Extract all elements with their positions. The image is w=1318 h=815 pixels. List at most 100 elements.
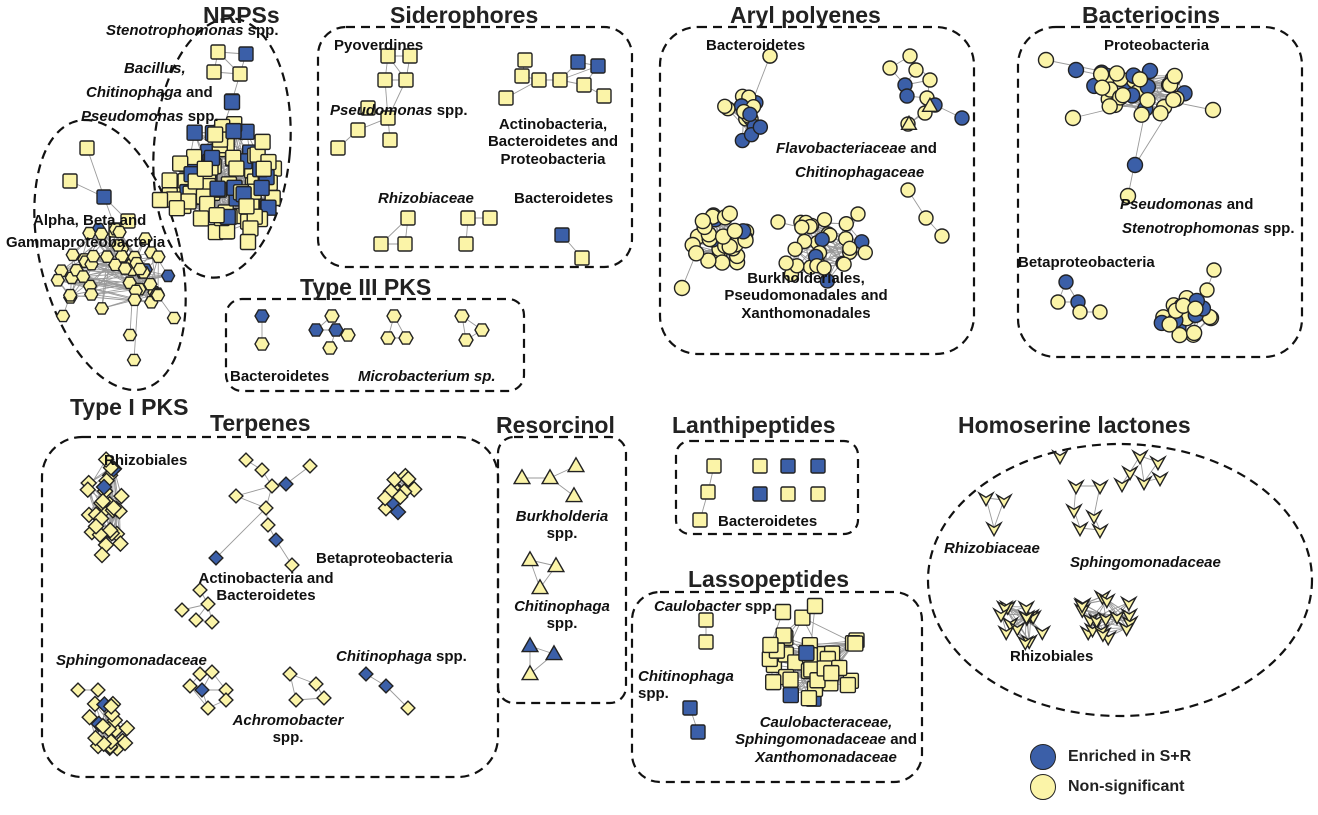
sid-node xyxy=(377,72,393,88)
t3-node xyxy=(308,323,324,337)
t3pks-boundary xyxy=(224,297,526,393)
bac-node xyxy=(1092,304,1108,320)
sid-node xyxy=(514,68,530,84)
aryl-node xyxy=(934,228,950,244)
res-node xyxy=(566,456,586,473)
hsl-node xyxy=(977,491,995,508)
terp-node xyxy=(102,698,120,715)
terp-node xyxy=(400,700,416,716)
t1pks-node xyxy=(132,262,148,276)
terp-node xyxy=(238,452,254,468)
sid-label-rhizobiaceae: Rhizobiaceae xyxy=(378,190,474,207)
t3-node xyxy=(474,323,490,337)
nrps-node xyxy=(196,160,214,178)
bac-node xyxy=(1108,65,1126,82)
bac-node xyxy=(1165,91,1182,109)
legend-nonsig: Non-significant xyxy=(1030,774,1184,800)
lan-node xyxy=(810,458,826,474)
aryl-node xyxy=(921,96,939,113)
t3-node xyxy=(340,328,356,342)
t1pks-title: Type I PKS xyxy=(70,394,189,420)
terp-node xyxy=(208,550,224,566)
terp-node xyxy=(194,682,210,698)
hsl-node xyxy=(1131,449,1149,466)
terp-node xyxy=(316,690,332,706)
nrps-node xyxy=(242,220,259,237)
lasso-label-caulo2: Caulobacteraceae, Sphingomonadaceae and … xyxy=(735,714,917,766)
terp-node xyxy=(200,596,216,612)
terp-node xyxy=(288,692,304,708)
hsl-label-rhizobiaceae: Rhizobiaceae xyxy=(944,540,1040,557)
aryl-node xyxy=(713,254,731,271)
bac-label-stenotrophomonas: Stenotrophomonas spp. xyxy=(1122,220,1295,237)
t1pks-node xyxy=(94,227,109,241)
terp-node xyxy=(302,458,318,474)
t1pks-node xyxy=(62,288,78,302)
hsl-label-rhizobiales: Rhizobiales xyxy=(1010,648,1094,665)
hsl-node xyxy=(1119,595,1138,612)
sid-node xyxy=(576,77,592,93)
bac-label-pseudomonas: Pseudomonas and xyxy=(1120,196,1254,213)
hsl-node xyxy=(1071,521,1089,538)
hsl-node xyxy=(1094,626,1112,643)
aryl-node xyxy=(954,110,970,126)
t1pks-node xyxy=(112,225,127,239)
sid-node xyxy=(397,236,413,252)
t3-node xyxy=(254,309,270,323)
aryl-node xyxy=(900,114,918,131)
bac-node xyxy=(1126,156,1144,174)
hsl-node xyxy=(1135,475,1153,492)
terp-node xyxy=(268,532,284,548)
siderophores-boundary xyxy=(316,25,634,269)
t3-node xyxy=(328,323,344,337)
lasso-node xyxy=(823,664,840,682)
terp-node xyxy=(174,602,190,618)
lan-node xyxy=(706,458,722,474)
aryl-title: Aryl polyenes xyxy=(730,2,881,28)
terp-node xyxy=(116,734,134,752)
bac-node xyxy=(1119,187,1137,205)
hsl-node xyxy=(1067,479,1085,496)
terp-node xyxy=(260,517,276,533)
siderophores-title: Siderophores xyxy=(390,2,539,28)
t1pks-node xyxy=(151,250,166,264)
t1pks-node xyxy=(126,353,142,367)
hsl-node xyxy=(1149,455,1167,472)
lasso-node xyxy=(682,700,698,716)
lanthi-title: Lanthipeptides xyxy=(672,412,836,438)
hsl-node xyxy=(1108,609,1126,626)
res-node xyxy=(546,556,566,573)
lasso-node xyxy=(782,686,799,704)
nrps-label-chitinophaga: Chitinophaga and xyxy=(86,84,213,101)
res-node xyxy=(544,644,564,661)
terp-node xyxy=(188,612,204,628)
sid-node xyxy=(330,140,346,156)
t1pks-node xyxy=(110,239,126,252)
sid-node xyxy=(570,54,586,70)
hsl-node xyxy=(1151,471,1169,488)
aryl-node xyxy=(850,206,866,222)
bac-node xyxy=(1101,98,1118,115)
t1pks-node xyxy=(150,288,166,302)
terp-node xyxy=(264,478,280,494)
nrps-node xyxy=(253,179,270,197)
bac-node xyxy=(1199,282,1215,298)
terp-label-sphingo: Sphingomonadaceae xyxy=(56,652,207,669)
terp-node xyxy=(182,678,198,694)
lasso-node xyxy=(774,603,792,621)
bac-node xyxy=(1133,106,1150,123)
nrps-node xyxy=(238,46,254,62)
lasso-node xyxy=(782,671,799,688)
lasso-node xyxy=(698,634,714,650)
aryl-boundary xyxy=(658,25,976,356)
nrps-node xyxy=(254,133,271,151)
terp-node xyxy=(111,535,129,553)
terp-node xyxy=(284,557,300,573)
hsl-node xyxy=(1073,597,1091,614)
t1pks-node xyxy=(83,288,99,301)
hsl-node xyxy=(1065,503,1083,520)
aryl-node xyxy=(908,62,924,78)
terp-label-achromobacter: Achromobacter spp. xyxy=(232,712,344,747)
bac-node xyxy=(1050,294,1066,310)
